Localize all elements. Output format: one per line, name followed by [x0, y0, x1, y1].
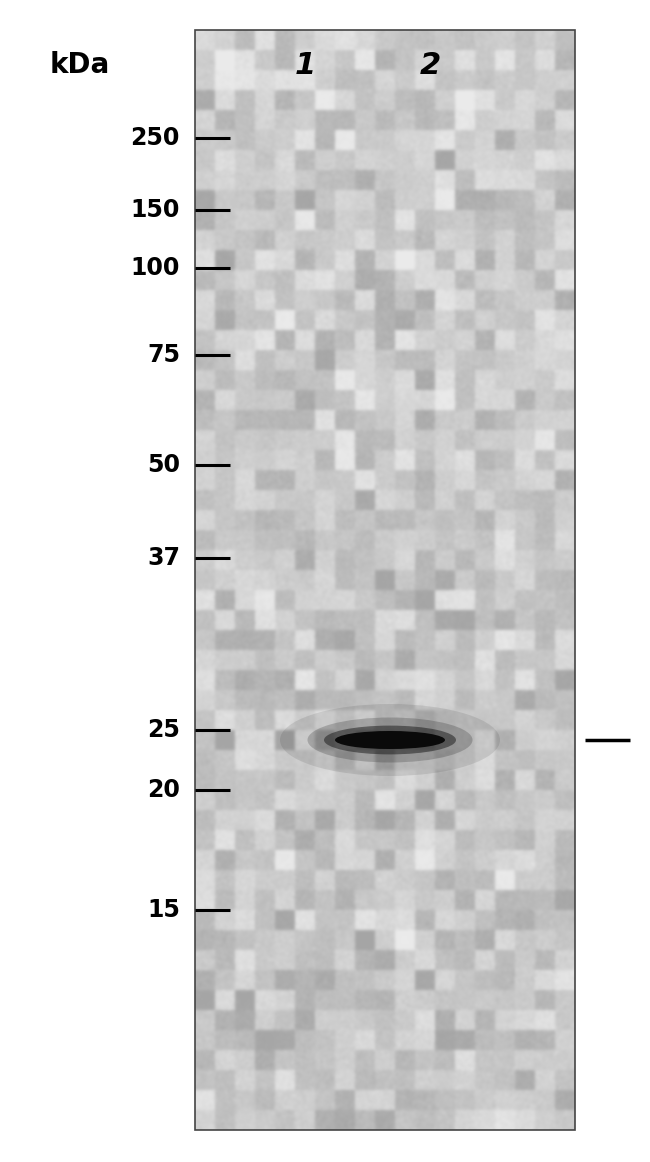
- Text: 50: 50: [147, 453, 180, 476]
- Text: 100: 100: [131, 256, 180, 280]
- Text: 25: 25: [147, 718, 180, 743]
- Ellipse shape: [280, 704, 500, 776]
- Text: 1: 1: [294, 50, 316, 79]
- Text: 250: 250: [131, 125, 180, 150]
- Bar: [195, 30, 575, 1129]
- Text: 150: 150: [131, 198, 180, 222]
- Ellipse shape: [307, 717, 473, 762]
- Text: kDa: kDa: [50, 51, 110, 79]
- Text: 20: 20: [147, 779, 180, 802]
- Text: 15: 15: [147, 898, 180, 921]
- Ellipse shape: [324, 725, 456, 754]
- Text: 2: 2: [419, 50, 441, 79]
- Ellipse shape: [335, 731, 445, 749]
- Text: 75: 75: [147, 343, 180, 367]
- Text: 37: 37: [147, 546, 180, 571]
